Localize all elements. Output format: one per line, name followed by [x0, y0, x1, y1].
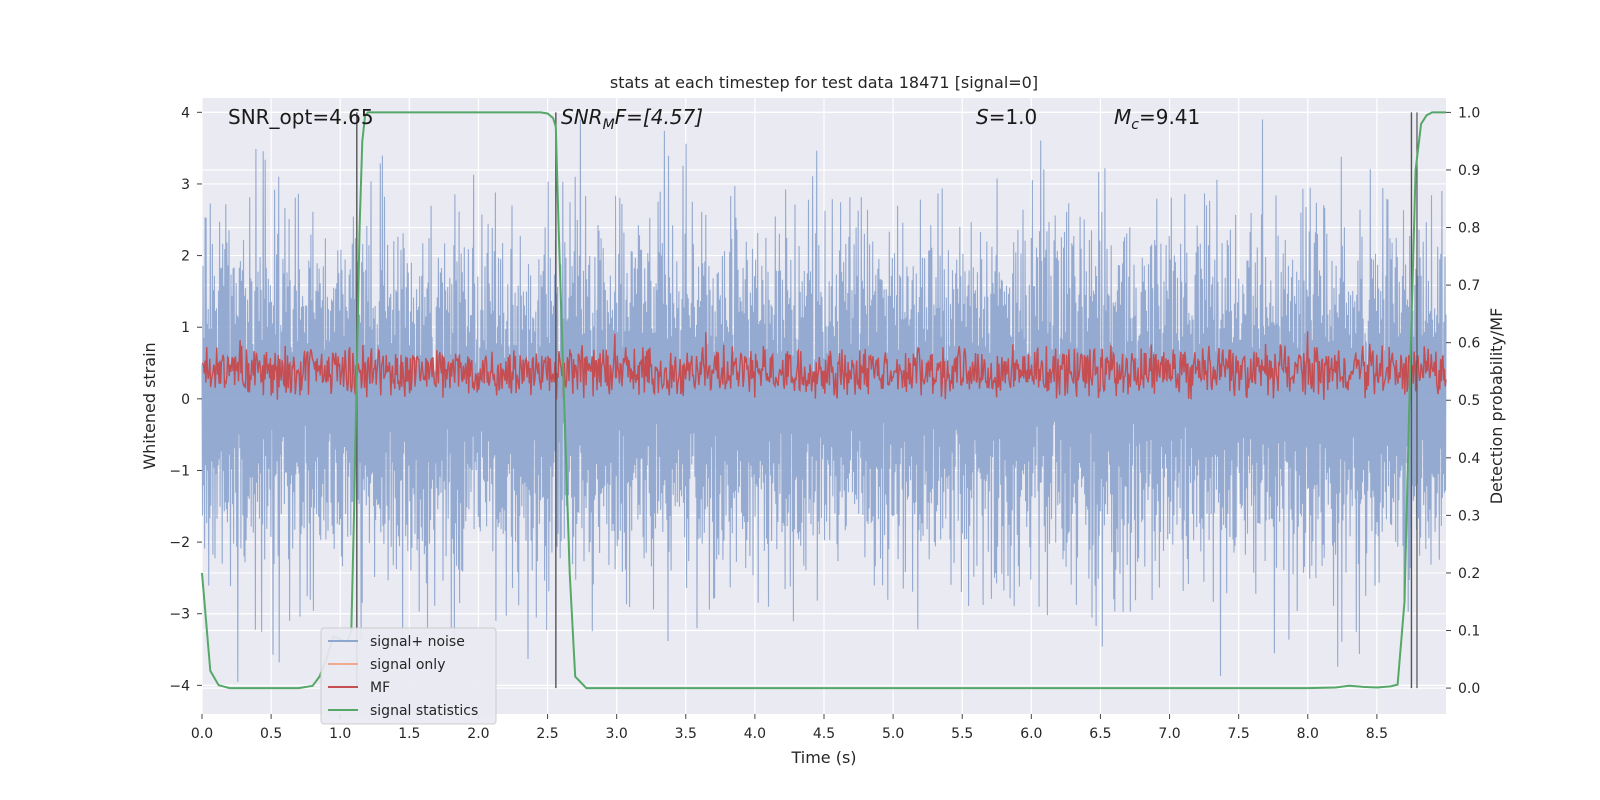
series-mf: [201, 331, 1447, 400]
x-tick-label: 4.5: [813, 726, 835, 742]
x-tick-label: 2.5: [536, 726, 558, 742]
x-tick-label: 0.5: [260, 726, 282, 742]
chart-title: stats at each timestep for test data 184…: [610, 73, 1038, 92]
mf-line: [201, 331, 1447, 400]
y-axis-right-label: Detection probability/MF: [1487, 308, 1506, 505]
series-signal-noise: [201, 119, 1447, 682]
x-tick-label: 4.0: [744, 726, 766, 742]
y-tick-label: −1: [169, 463, 190, 479]
y-right-tick-label: 0.7: [1458, 278, 1480, 294]
annotation-mc-var: M: [1114, 105, 1131, 129]
legend-label-signal-only: signal only: [370, 657, 445, 673]
x-tick-label: 8.5: [1366, 726, 1388, 742]
y-right-tick-label: 1.0: [1458, 105, 1480, 121]
annotation-s-rest: =1.0: [989, 105, 1038, 129]
x-tick-label: 1.5: [398, 726, 420, 742]
annotation-mc-rest: =9.41: [1139, 105, 1200, 129]
annotation-s: S=1.0: [976, 105, 1037, 129]
y-right-tick-label: 0.5: [1458, 393, 1480, 409]
legend-label-signal-statistics: signal statistics: [370, 703, 478, 719]
y-right-tick-label: 0.9: [1458, 163, 1480, 179]
legend-label-mf: MF: [370, 680, 390, 696]
legend: signal+ noise signal only MF signal stat…: [320, 627, 497, 725]
y-right-tick-label: 0.0: [1458, 681, 1480, 697]
y-tick-label: 3: [181, 177, 190, 193]
x-tick-label: 3.0: [606, 726, 628, 742]
annotation-snr-mf-rest: F=[4.57]: [615, 105, 703, 129]
annotation-mc-sub: c: [1131, 117, 1139, 133]
annotation-snr-opt: SNR_opt=4.65: [228, 105, 374, 129]
x-tick-label: 8.0: [1297, 726, 1319, 742]
annotation-snr-mf-base: SNR: [561, 105, 603, 129]
x-tick-label: 6.5: [1089, 726, 1111, 742]
y-tick-label: −2: [169, 535, 190, 551]
y-right-tick-label: 0.1: [1458, 624, 1480, 640]
y-tick-label: −4: [169, 678, 190, 694]
x-tick-label: 6.0: [1020, 726, 1042, 742]
y-right-tick-label: 0.2: [1458, 566, 1480, 582]
annotation-snr-mf-sub: M: [603, 117, 615, 133]
annotation-snr-mf: SNRMF=[4.57]: [561, 105, 703, 133]
x-axis-label: Time (s): [790, 748, 856, 767]
y-right-tick-label: 0.3: [1458, 508, 1480, 524]
x-tick-label: 5.5: [951, 726, 973, 742]
annotation-mc: Mc=9.41: [1114, 105, 1200, 133]
legend-label-signal-noise: signal+ noise: [370, 634, 465, 650]
legend-box: [320, 627, 497, 725]
y-right-tick-label: 0.4: [1458, 451, 1480, 467]
y-right-tick-label: 0.6: [1458, 336, 1480, 352]
x-tick-label: 5.0: [882, 726, 904, 742]
x-tick-label: 3.5: [675, 726, 697, 742]
y-tick-label: 2: [181, 249, 190, 265]
x-tick-label: 2.0: [467, 726, 489, 742]
y-tick-label: 1: [181, 320, 190, 336]
tick-labels: 0.0 0.5 1.0 1.5 2.0 2.5 3.0 3.5 4.0 4.5 5.0 5.5 6.0 6…: [169, 105, 1480, 742]
y-axis-label: Whitened strain: [140, 342, 159, 469]
annotation-s-var: S: [976, 105, 989, 129]
x-tick-label: 0.0: [191, 726, 213, 742]
x-tick-label: 7.0: [1158, 726, 1180, 742]
y-tick-label: −3: [169, 607, 190, 623]
x-tick-label: 1.0: [329, 726, 351, 742]
y-right-tick-label: 0.8: [1458, 221, 1480, 237]
y-tick-label: 0: [181, 392, 190, 408]
x-tick-label: 7.5: [1228, 726, 1250, 742]
signal-noise-line: [201, 119, 1447, 682]
y-tick-label: 4: [181, 105, 190, 121]
